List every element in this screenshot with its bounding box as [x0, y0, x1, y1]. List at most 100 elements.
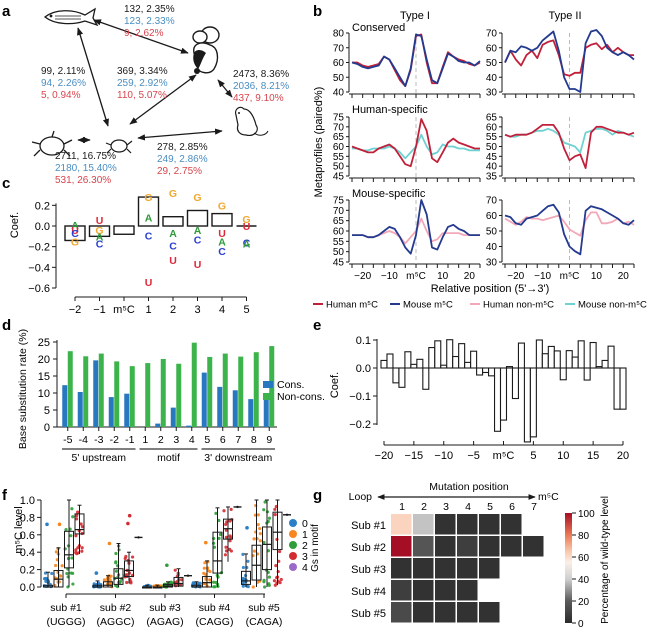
f-point-gs3	[273, 507, 277, 511]
f-point-gs3	[229, 507, 233, 511]
e-y-tick-label: 0.0	[356, 363, 371, 375]
b-y-tick-label: 70	[486, 196, 498, 207]
f-point-gs3	[74, 534, 78, 538]
f-point-gs3	[180, 578, 184, 582]
f-point-gs2	[71, 582, 75, 586]
g-row-label: Sub #3	[351, 564, 386, 576]
f-x-tick-label: sub #1	[50, 602, 82, 614]
c-x-tick-label: 3	[194, 304, 200, 316]
g-heatmap-cell	[501, 536, 522, 557]
b-legend-label-mouse_m5C: Mouse m⁵C	[403, 300, 453, 311]
d-x-tick-label: 4	[189, 434, 195, 446]
b-y-tick-label: 45	[333, 172, 345, 183]
e-bar	[511, 367, 519, 400]
g-right-label: m⁵C	[538, 491, 559, 503]
f-point-gs2	[212, 536, 216, 541]
edge-total: 369, 3.34%	[117, 66, 168, 77]
edge-type2: 110, 5.07%	[117, 90, 167, 101]
b-y-tick-label: 65	[486, 113, 498, 124]
c-nucleotide-A: A	[145, 213, 153, 225]
g-column-label: 4	[465, 501, 471, 513]
f-point-gs3	[173, 568, 177, 572]
b-y-tick-label: 65	[333, 132, 345, 143]
xenopus-laevis-icon	[31, 130, 73, 157]
b-y-tick-label: 45	[333, 258, 345, 269]
f-point-gs2	[216, 584, 220, 589]
d-bar-noncons	[222, 353, 228, 427]
b-y-tick-label: 40	[486, 162, 498, 173]
f-legend-dot-4	[289, 563, 297, 571]
panel-e-coefficients: Coef. 0.1 0.0 −0.1 −0.2 −20 −15 −10 −5 m⁵C 5 10 15 2…	[329, 335, 629, 462]
b-y-tick-label: 40	[486, 73, 498, 84]
f-point-gs1	[256, 523, 260, 527]
f-point-gs2	[64, 527, 68, 532]
b-y-tick-label: 60	[486, 43, 498, 54]
b-row-title-human-specific: Human-specific	[352, 104, 428, 116]
d-bar-cons	[217, 386, 223, 427]
g-row-label: Sub #2	[351, 542, 386, 554]
b-line-human_non	[504, 211, 635, 237]
d-y-tick-label: 25	[38, 337, 50, 349]
g-colorbar-tick-label: 80	[578, 531, 590, 542]
f-point-gs2	[267, 575, 271, 579]
f-wild-type-point	[137, 536, 140, 539]
e-bar	[577, 340, 585, 369]
f-outlier-gs1	[203, 540, 208, 545]
b-x-tick-label: m⁵C	[406, 271, 426, 282]
c-nucleotide-C: C	[169, 241, 177, 253]
f-point-gs3	[79, 522, 83, 526]
d-bar-noncons	[191, 342, 197, 427]
d-bar-noncons	[238, 356, 244, 427]
g-heatmap-cell	[391, 602, 412, 623]
edge-type2: 29, 2.75%	[157, 166, 202, 177]
d-legend-swatch-noncons	[263, 393, 273, 400]
f-point-gs3	[74, 548, 78, 552]
panel-label-e: e	[313, 317, 321, 334]
d-y-tick-label: 5	[44, 405, 50, 417]
c-nucleotide-G: G	[242, 214, 250, 226]
d-y-tick-label: 0	[44, 422, 50, 434]
c-nucleotide-U: U	[218, 228, 226, 240]
d-bar-noncons	[129, 366, 135, 427]
e-bar	[553, 350, 561, 369]
e-bar	[529, 367, 537, 438]
g-heatmap-cell	[435, 514, 456, 535]
b-legend-label-mouse_non: Mouse non-m⁵C	[578, 300, 647, 311]
f-point-gs2	[212, 545, 217, 549]
f-point-gs2	[71, 571, 75, 575]
b-x-tick-label: −20	[354, 271, 371, 282]
panel-d-substitution-rate: Base substitution rate (%) 0510152025-5-…	[17, 329, 325, 464]
c-nucleotide-U: U	[145, 277, 153, 289]
d-x-tick-label: 2	[158, 434, 164, 446]
f-y-tick-label: 0.2	[20, 565, 35, 577]
b-y-tick-label: 40	[486, 242, 498, 253]
d-x-tick-label: -3	[94, 434, 103, 446]
c-nucleotide-A: A	[169, 228, 177, 240]
edge-type2: 5, 0.94%	[41, 90, 81, 101]
g-column-label: 3	[443, 501, 449, 513]
d-group-label: 5' upstream	[71, 452, 126, 464]
panel-label-g: g	[313, 487, 322, 504]
c-bar	[162, 215, 184, 227]
f-point-gs3	[224, 522, 228, 527]
e-x-tick-label: −15	[405, 450, 424, 462]
f-point-gs2	[65, 571, 69, 576]
c-y-tick-label: 0.0	[35, 221, 50, 233]
b-x-tick-label: m⁵C	[560, 271, 580, 282]
b-line-mouse_m5C	[352, 199, 480, 255]
g-heatmap-cell	[435, 580, 456, 601]
f-point-gs2	[263, 500, 267, 504]
c-nucleotide-G: G	[95, 225, 103, 237]
mouse-icon	[235, 106, 269, 136]
e-x-tick-label: m⁵C	[493, 450, 515, 462]
f-point-gs2	[212, 580, 216, 584]
b-y-tick-label: 80	[333, 29, 345, 40]
b-subplot-r0-c1: 30 40 50 60 70	[486, 29, 635, 99]
b-y-tick-label: 75	[333, 196, 345, 207]
d-bar-noncons	[114, 361, 120, 427]
g-heatmap-cell	[391, 580, 412, 601]
f-outlier-gs3	[127, 513, 132, 518]
c-x-tick-label: m⁵C	[113, 304, 135, 316]
